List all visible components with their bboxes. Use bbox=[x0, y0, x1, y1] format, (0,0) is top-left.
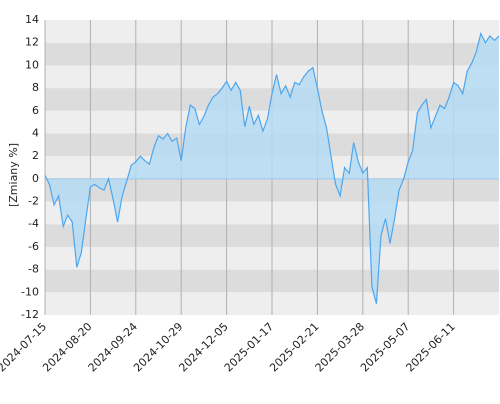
y-tick-label: 8 bbox=[32, 81, 39, 94]
y-tick-label: 4 bbox=[32, 126, 39, 139]
y-tick-label: 12 bbox=[25, 36, 39, 49]
y-tick-label: -4 bbox=[28, 217, 39, 230]
y-tick-label: 2 bbox=[32, 149, 39, 162]
line bbox=[44, 31, 500, 304]
y-tick-label: -12 bbox=[21, 308, 39, 321]
y-tick-label: -10 bbox=[21, 285, 39, 298]
y-tick-label: -8 bbox=[28, 263, 39, 276]
y-tick-label: 6 bbox=[32, 104, 39, 117]
y-tick-label: -2 bbox=[28, 195, 39, 208]
y-tick-label: 0 bbox=[32, 172, 39, 185]
area bbox=[45, 33, 499, 304]
x-tick-label: 2025-06-11 bbox=[403, 320, 457, 374]
y-axis-label: [Zmiany %] bbox=[7, 143, 20, 207]
y-tick-label: 14 bbox=[25, 13, 39, 26]
y-tick-label: 10 bbox=[25, 58, 39, 71]
y-tick-label: -6 bbox=[28, 240, 39, 253]
